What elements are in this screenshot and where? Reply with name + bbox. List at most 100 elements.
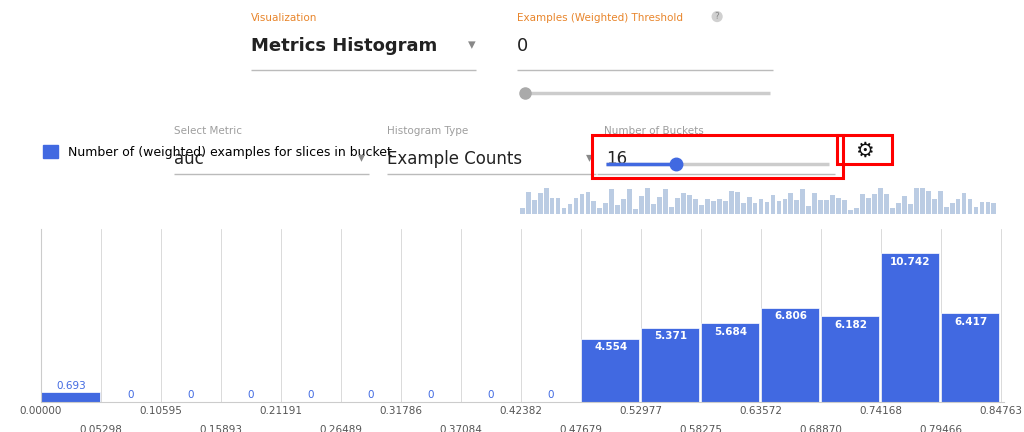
Text: Visualization: Visualization — [251, 13, 317, 23]
Bar — [639, 196, 644, 214]
Bar — [980, 202, 984, 214]
Bar — [801, 189, 805, 214]
Bar — [812, 193, 817, 214]
Bar — [740, 203, 745, 214]
Bar — [597, 208, 602, 214]
Bar — [556, 198, 560, 214]
Bar — [531, 200, 537, 214]
Text: 0: 0 — [428, 390, 434, 400]
Legend: Number of (weighted) examples for slices in bucket: Number of (weighted) examples for slices… — [38, 140, 396, 164]
Bar — [592, 201, 596, 214]
Bar — [962, 193, 967, 214]
Bar — [525, 192, 530, 214]
Text: 5.684: 5.684 — [714, 327, 748, 337]
Text: Histogram Type: Histogram Type — [387, 126, 468, 137]
Bar — [759, 200, 764, 214]
Text: Select Metric: Select Metric — [174, 126, 242, 137]
Bar — [985, 202, 990, 214]
Bar — [837, 198, 841, 214]
Bar — [818, 200, 823, 214]
Bar — [830, 195, 836, 214]
Text: 6.806: 6.806 — [774, 311, 807, 321]
Bar — [938, 191, 942, 214]
Text: 16: 16 — [606, 150, 628, 168]
Text: ▾: ▾ — [586, 150, 593, 165]
Bar — [991, 203, 996, 214]
Bar — [693, 199, 697, 214]
Bar — [761, 308, 819, 402]
Text: ▾: ▾ — [358, 150, 366, 165]
Bar — [687, 194, 692, 214]
Bar — [944, 206, 948, 214]
Bar — [913, 188, 919, 214]
Bar — [908, 204, 912, 214]
Bar — [705, 199, 710, 214]
Text: 0: 0 — [187, 390, 195, 400]
Bar — [872, 194, 877, 214]
Bar — [573, 198, 579, 214]
Bar — [633, 209, 638, 214]
Text: 0.693: 0.693 — [56, 381, 86, 391]
Bar — [41, 392, 99, 402]
Bar — [544, 187, 549, 214]
Text: 0: 0 — [128, 390, 134, 400]
Bar — [902, 196, 906, 214]
Bar — [941, 313, 999, 402]
Text: 0: 0 — [548, 390, 554, 400]
Bar — [615, 205, 621, 214]
Bar — [561, 208, 566, 214]
Bar — [955, 199, 961, 214]
Bar — [700, 323, 760, 402]
Text: Number of Buckets: Number of Buckets — [604, 126, 703, 137]
Bar — [609, 189, 614, 214]
Bar — [699, 205, 703, 214]
Bar — [711, 201, 716, 214]
Bar — [920, 188, 925, 214]
Text: ?: ? — [715, 12, 720, 21]
Text: 0: 0 — [487, 390, 494, 400]
Bar — [974, 206, 978, 214]
Bar — [926, 191, 931, 214]
Bar — [881, 253, 939, 402]
Bar — [567, 203, 572, 214]
Text: 10.742: 10.742 — [890, 257, 931, 267]
Bar — [746, 197, 752, 214]
Bar — [949, 203, 954, 214]
Bar — [675, 198, 680, 214]
Bar — [842, 200, 847, 214]
Text: Metrics Histogram: Metrics Histogram — [251, 37, 437, 55]
Text: 0: 0 — [517, 37, 528, 55]
Bar — [788, 194, 794, 214]
Bar — [681, 193, 686, 214]
Text: Examples (Weighted) Threshold: Examples (Weighted) Threshold — [517, 13, 683, 23]
Bar — [932, 199, 937, 214]
Bar — [860, 194, 865, 214]
Bar — [645, 188, 650, 214]
Bar — [890, 208, 895, 214]
Bar — [669, 206, 674, 214]
Bar — [782, 199, 787, 214]
Bar — [776, 201, 781, 214]
Bar — [520, 208, 524, 214]
Bar — [538, 194, 543, 214]
Bar — [820, 316, 880, 402]
Bar — [771, 195, 775, 214]
Text: 4.554: 4.554 — [594, 342, 628, 352]
Bar — [824, 200, 829, 214]
Text: 5.371: 5.371 — [654, 331, 687, 341]
Text: ⚙: ⚙ — [855, 140, 873, 160]
Bar — [622, 200, 626, 214]
Bar — [878, 188, 883, 214]
Bar — [717, 199, 722, 214]
Text: 0: 0 — [248, 390, 254, 400]
Text: auc: auc — [174, 150, 204, 168]
Bar — [765, 202, 769, 214]
Bar — [854, 207, 859, 214]
Bar — [735, 192, 739, 214]
Text: 0: 0 — [307, 390, 314, 400]
Bar — [866, 198, 871, 214]
Text: 6.182: 6.182 — [835, 320, 867, 330]
Bar — [729, 191, 733, 214]
Bar — [603, 203, 608, 214]
Bar — [641, 327, 699, 402]
